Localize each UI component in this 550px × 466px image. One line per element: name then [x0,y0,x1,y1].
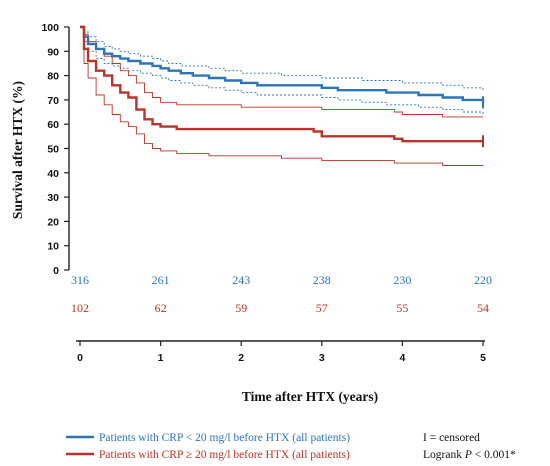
legend-label-low: Patients with CRP < 20 mg/l before HTX (… [99,432,350,444]
risk-number-high: 62 [155,301,167,315]
numbers-at-risk: 316 261 243 238 230 220 102 62 59 57 55 54 [71,273,492,315]
risk-number-high: 57 [316,301,328,315]
risk-number-high: 54 [477,301,489,315]
x-axis-title: Time after HTX (years) [242,389,378,404]
y-tick-label: 40 [47,168,59,180]
ci-upper-low [80,26,484,91]
survival-curves [80,25,485,148]
y-tick-label: 80 [47,71,59,83]
x-tick-label: 3 [319,352,325,364]
ci-lower-low [80,26,484,115]
logrank-note: Logrank P < 0.001* [423,449,516,461]
risk-number-low: 261 [152,273,170,287]
risk-number-low: 238 [313,273,331,287]
x-tick-label: 5 [480,352,486,364]
axes: 0 10 20 30 40 50 60 70 80 90 100 0 1 2 3 4 5 [41,22,486,364]
y-axis-title: Survival after HTX (%) [10,81,25,219]
y-tick-label: 20 [47,216,59,228]
ci-lower-high [80,26,483,166]
x-tick-label: 0 [77,352,83,364]
confidence-bands [80,26,484,166]
risk-number-high: 55 [396,301,408,315]
y-tick-label: 90 [47,46,59,58]
y-tick-label: 70 [47,95,59,107]
y-tick-label: 100 [41,22,59,34]
y-tick-label: 10 [47,241,59,253]
legend-label-high: Patients with CRP ≥ 20 mg/l before HTX (… [99,449,350,461]
risk-number-low: 316 [71,273,89,287]
risk-number-low: 230 [393,273,411,287]
survival-curve-high [80,25,483,143]
y-tick-label: 0 [53,265,59,277]
x-tick-label: 4 [399,352,405,364]
risk-number-high: 59 [235,301,247,315]
y-tick-label: 60 [47,119,59,131]
logrank-prefix: Logrank [423,449,465,461]
y-tick-label: 30 [47,192,59,204]
y-tick-label: 50 [47,144,59,156]
logrank-value: < 0.001* [472,449,516,461]
legend: Patients with CRP < 20 mg/l before HTX (… [66,432,350,461]
x-tick-label: 2 [238,352,244,364]
logrank-p: P [464,449,472,461]
risk-number-low: 243 [232,273,250,287]
survival-curve-low [80,25,485,103]
risk-number-high: 102 [71,301,89,315]
risk-number-low: 220 [474,273,492,287]
x-tick-label: 1 [158,352,164,364]
censor-note: I = censored [423,432,480,444]
